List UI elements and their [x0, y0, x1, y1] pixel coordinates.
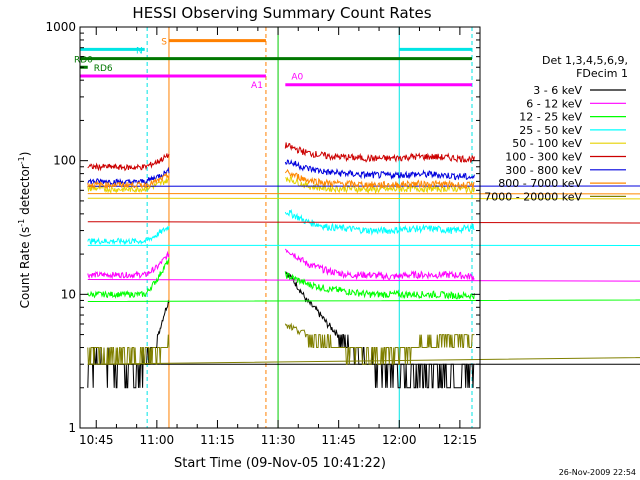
- flag-s: S: [161, 38, 266, 48]
- flag-label-a0: A0: [291, 73, 303, 83]
- legend-label-7: 800 - 7000 keV: [498, 177, 582, 190]
- plot-frame: [79, 26, 481, 429]
- flag-label-n: N: [136, 46, 143, 56]
- y-axis-label-sup1: -1: [17, 219, 26, 227]
- x-tick-label-0: 10:45: [79, 433, 114, 447]
- series-0-segment-1: [87, 299, 170, 389]
- x-tick-label-2: 11:15: [200, 433, 235, 447]
- series-8-segment-2: [284, 322, 475, 365]
- series-3-segment-2: [284, 209, 475, 236]
- series-3-segment-1: [87, 225, 170, 246]
- legend-title-line1: Det 1,3,4,5,6,9,: [542, 54, 628, 67]
- series-6-segment-2: [284, 158, 475, 181]
- y-axis-label-sup2: -1: [17, 156, 26, 164]
- series-2-segment-2: [284, 271, 475, 301]
- legend-title-line2: FDecim 1: [576, 67, 628, 80]
- y-axis-label-main: Count Rate (s: [18, 227, 32, 309]
- flag-label-rd6: RD6: [94, 64, 113, 74]
- x-axis: 10:45 11:00 11:15 11:30 11:45 12:00 12:15: [79, 27, 477, 447]
- series-5-segment-1: [87, 153, 170, 172]
- series-8: [87, 322, 640, 365]
- legend-label-4: 50 - 100 keV: [512, 137, 582, 150]
- flag-rd6: RD6: [80, 64, 113, 74]
- y-tick-label-3: 1000: [45, 20, 76, 34]
- series-7-segment-2: [284, 168, 475, 190]
- x-axis-label: Start Time (09-Nov-05 10:41:22): [174, 456, 386, 471]
- legend-label-0: 3 - 6 keV: [533, 84, 582, 97]
- footer-date: 26-Nov-2009 22:54: [559, 468, 636, 477]
- legend-label-3: 25 - 50 keV: [519, 124, 582, 137]
- legend-label-6: 300 - 800 keV: [505, 164, 582, 177]
- series-6-segment-1: [87, 166, 170, 187]
- x-tick-label-6: 12:15: [443, 433, 478, 447]
- flag-rd0: RD0: [74, 56, 472, 66]
- x-tick-label-3: 11:30: [261, 433, 296, 447]
- y-tick-label-1: 10: [61, 287, 76, 301]
- legend-label-1: 6 - 12 keV: [526, 97, 582, 110]
- y-tick-label-2: 100: [53, 154, 76, 168]
- legend-label-5: 100 - 300 keV: [505, 151, 582, 164]
- y-axis-label: Count Rate (s-1 detector-1): [17, 152, 32, 309]
- legend-label-8: 7000 - 20000 keV: [484, 190, 582, 203]
- series-2-segment-1: [87, 257, 170, 299]
- series-5-pre: [87, 221, 640, 224]
- y-axis: 1 10 100 1000: [45, 20, 480, 435]
- series-8-segment-1: [87, 334, 170, 365]
- series-0-segment-2: [284, 271, 475, 389]
- y-tick-label-0: 1: [68, 421, 76, 435]
- x-tick-label-5: 12:00: [382, 433, 417, 447]
- series-2-pre: [87, 299, 640, 302]
- series-7: [87, 168, 640, 195]
- flag-label-rd0: RD0: [74, 56, 93, 66]
- series-5: [87, 142, 640, 224]
- flag-n: N: [80, 46, 472, 56]
- y-axis-label-mid: detector: [18, 164, 32, 219]
- series-0-pre: [87, 363, 640, 365]
- y-axis-label-end: ): [18, 152, 32, 157]
- series-2: [87, 257, 640, 302]
- series-1-segment-1: [87, 250, 170, 280]
- flag-a1: A1: [80, 74, 266, 91]
- series-1: [87, 248, 640, 282]
- series-3: [87, 209, 640, 246]
- legend-label-2: 12 - 25 keV: [519, 111, 582, 124]
- series-1-segment-2: [284, 248, 475, 281]
- x-tick-label-1: 11:00: [140, 433, 175, 447]
- chart-title: HESSI Observing Summary Count Rates: [132, 4, 431, 22]
- x-tick-label-4: 11:45: [321, 433, 356, 447]
- series-7-segment-1: [87, 171, 170, 190]
- flag-a0: A0: [285, 73, 472, 87]
- flag-label-a1: A1: [251, 81, 263, 91]
- series-5-segment-2: [284, 142, 475, 163]
- flag-label-s: S: [161, 38, 167, 48]
- series-3-pre: [87, 244, 640, 246]
- series-0: [87, 271, 640, 389]
